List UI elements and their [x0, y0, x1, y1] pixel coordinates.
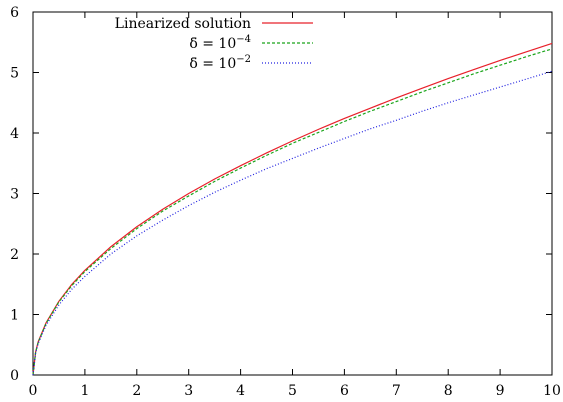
x-tick-label: 1 [80, 383, 89, 399]
x-tick-label: 0 [29, 383, 38, 399]
legend-exponent-1: −4 [236, 34, 251, 45]
axis-tick-labels: 0 1 2 3 4 5 6 7 8 9 10 0 1 2 3 4 5 6 [10, 5, 561, 399]
x-tick-label: 5 [288, 383, 297, 399]
legend-equals-ten-2: = 10 [198, 56, 236, 72]
legend: Linearized solution δ̄ = 10−4 δ̄ = 10−2 [115, 16, 313, 72]
legend-exponent-2: −2 [236, 54, 251, 65]
y-tick-label: 1 [10, 308, 19, 324]
legend-label-delta-1e-2: δ̄ = 10−2 [189, 54, 251, 72]
y-tick-label: 0 [10, 368, 19, 384]
axis-ticks [32, 11, 553, 376]
plot-frame [32, 11, 553, 376]
legend-delta-symbol-2: δ̄ [189, 56, 197, 72]
series-lines [32, 42, 553, 376]
y-tick-label: 5 [10, 66, 19, 82]
x-tick-label: 8 [444, 383, 453, 399]
x-tick-label: 9 [496, 383, 505, 399]
y-tick-label: 4 [10, 126, 19, 142]
x-tick-label: 3 [184, 383, 193, 399]
legend-delta-symbol-1: δ̄ [189, 36, 197, 52]
series-line-2 [32, 70, 553, 376]
x-tick-label: 2 [132, 383, 141, 399]
x-tick-label: 4 [236, 383, 245, 399]
y-tick-label: 2 [10, 247, 19, 263]
x-tick-label: 10 [543, 383, 561, 399]
series-line-1 [32, 48, 553, 376]
legend-label-linearized: Linearized solution [115, 16, 251, 32]
legend-label-delta-1e-4: δ̄ = 10−4 [189, 34, 251, 52]
y-tick-label: 6 [10, 5, 19, 21]
legend-equals-ten-1: = 10 [198, 36, 236, 52]
x-tick-label: 7 [392, 383, 401, 399]
x-tick-label: 6 [340, 383, 349, 399]
series-line-0 [32, 42, 553, 376]
y-tick-label: 3 [10, 187, 19, 203]
